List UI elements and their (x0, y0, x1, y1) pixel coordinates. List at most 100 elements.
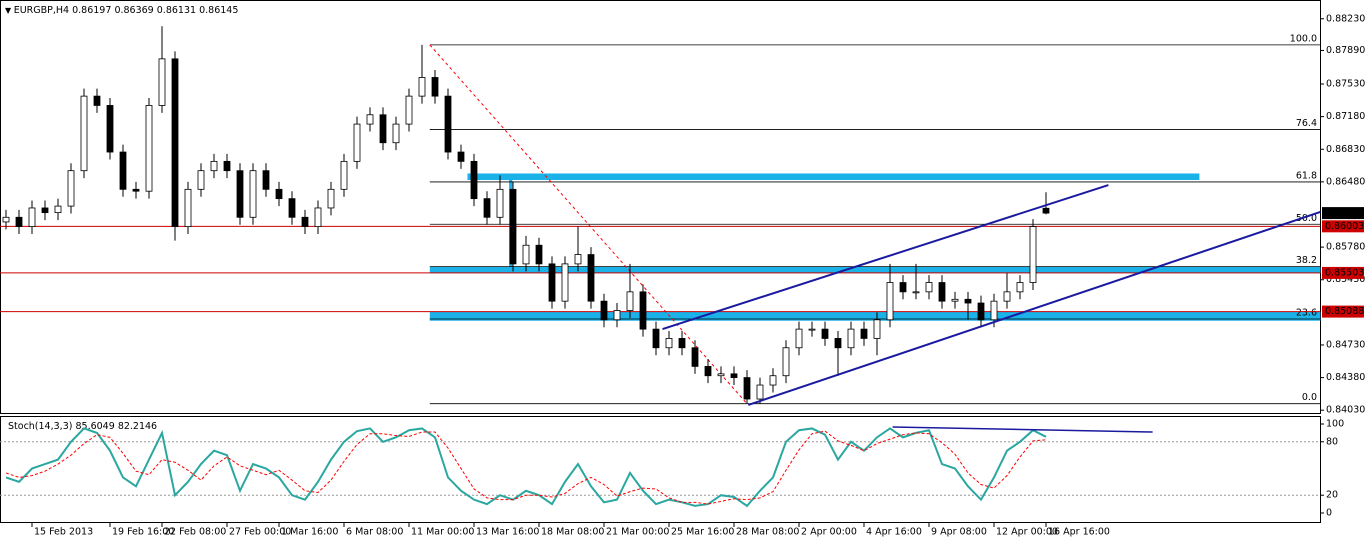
candle-body (847, 328, 855, 349)
chart-header: ▼ EURGBP,H4 0.86197 0.86369 0.86131 0.86… (5, 5, 238, 16)
level-box (1322, 220, 1364, 233)
candle-body (899, 282, 907, 293)
stoch-header: Stoch(14,3,3) 85.6049 82.2146 (8, 421, 157, 432)
fib-label: 23.6 (1296, 308, 1317, 319)
stoch-panel (0, 416, 1321, 523)
level-label: 0.85503 (1325, 267, 1364, 278)
candle-body (951, 298, 959, 302)
x-tick-label: 6 Mar 08:00 (346, 527, 403, 538)
candle-body (964, 298, 972, 304)
candle-body (67, 170, 75, 207)
x-tick-label: 25 Mar 16:00 (671, 527, 734, 538)
candle-body (1042, 207, 1050, 214)
candle-body (925, 282, 933, 293)
fib-retrace (429, 44, 748, 405)
candle-body (457, 151, 465, 162)
candle-body (210, 160, 218, 172)
y-tick-label: 0.87530 (1326, 79, 1365, 90)
x-tick-label: 9 Apr 08:00 (931, 527, 987, 538)
candle-body (496, 188, 504, 218)
candle-body (808, 328, 816, 331)
candle-body (912, 291, 920, 294)
y-tick-label: 0.87890 (1326, 45, 1365, 56)
x-tick-label: 4 Apr 16:00 (866, 527, 922, 538)
candle-body (132, 188, 140, 192)
candle-body (236, 170, 244, 218)
candle-body (717, 373, 725, 377)
x-tick-label: 16 Apr 16:00 (1048, 527, 1110, 538)
y-tick-label: 0.84380 (1326, 372, 1365, 383)
stoch-trendline (892, 426, 1153, 433)
candle-body (288, 198, 296, 218)
main-panel (0, 0, 1321, 414)
candle-body (535, 244, 543, 265)
candle-body (93, 95, 101, 106)
candle-body (665, 338, 673, 349)
level-label: 0.85088 (1325, 306, 1364, 317)
candle-body (756, 384, 764, 400)
fib-label: 0.0 (1302, 392, 1317, 403)
x-tick-label: 2 Apr 00:00 (801, 527, 857, 538)
candle-body (691, 347, 699, 367)
candle-body (431, 77, 439, 97)
level-box (1322, 266, 1364, 279)
candle-body (353, 123, 361, 162)
candle-body (587, 254, 595, 302)
y-tick-label: 0.86830 (1326, 144, 1365, 155)
stoch-tick-label: 80 (1326, 436, 1338, 447)
zone (429, 266, 1321, 274)
candle-body (262, 170, 270, 190)
trendline (662, 184, 1109, 330)
candle-body (197, 170, 205, 190)
stoch-tick-label: 0 (1326, 508, 1332, 519)
candle-body (41, 207, 49, 214)
candle-body (821, 328, 829, 339)
candle-body (366, 114, 374, 125)
candle-body (652, 328, 660, 349)
candle-body (2, 216, 10, 223)
y-tick-label: 0.86480 (1326, 176, 1365, 187)
stoch-main-value: 85.6049 (75, 421, 114, 432)
stoch-signal-line (5, 430, 1047, 505)
candle-body (522, 244, 530, 265)
candle-body (548, 263, 556, 302)
fib-label: 76.4 (1296, 118, 1317, 129)
candle-body (171, 58, 179, 228)
x-tick-label: 1 Mar 16:00 (281, 527, 338, 538)
candle-body (158, 58, 166, 106)
x-tick-label: 18 Mar 08:00 (541, 527, 604, 538)
menu-arrow[interactable]: ▼ (5, 6, 14, 15)
candle-body (626, 291, 634, 311)
candle-body (730, 373, 738, 378)
candle-body (470, 160, 478, 200)
x-tick-label: 21 Mar 00:00 (606, 527, 669, 538)
x-tick-label: 19 Feb 16:00 (112, 527, 174, 538)
current-price-label: 0.86145 (1325, 208, 1364, 219)
candle-body (327, 188, 335, 209)
candle-body (873, 319, 881, 339)
candle-body (54, 205, 62, 214)
candle-body (938, 282, 946, 302)
candle-body (106, 105, 114, 153)
candle-body (561, 263, 569, 302)
candle-body (886, 282, 894, 321)
candle-body (782, 347, 790, 377)
y-tick-label: 0.84030 (1326, 405, 1365, 416)
candle-body (795, 328, 803, 349)
zone (467, 173, 1200, 181)
stoch-tick-label: 20 (1326, 490, 1338, 501)
candle-body (1029, 226, 1037, 283)
candle-body (405, 95, 413, 125)
ohlc-low: 0.86131 (157, 5, 196, 16)
candle-body (613, 310, 621, 321)
candle-body (860, 328, 868, 339)
candle-body (145, 105, 153, 192)
candle-body (340, 160, 348, 190)
candle-body (80, 95, 88, 172)
stoch-tick-label: 100 (1326, 419, 1344, 430)
candle-body (743, 377, 751, 400)
x-tick-label: 11 Mar 00:00 (411, 527, 474, 538)
candle-body (483, 198, 491, 218)
candle-body (834, 338, 842, 349)
candle-body (444, 95, 452, 153)
